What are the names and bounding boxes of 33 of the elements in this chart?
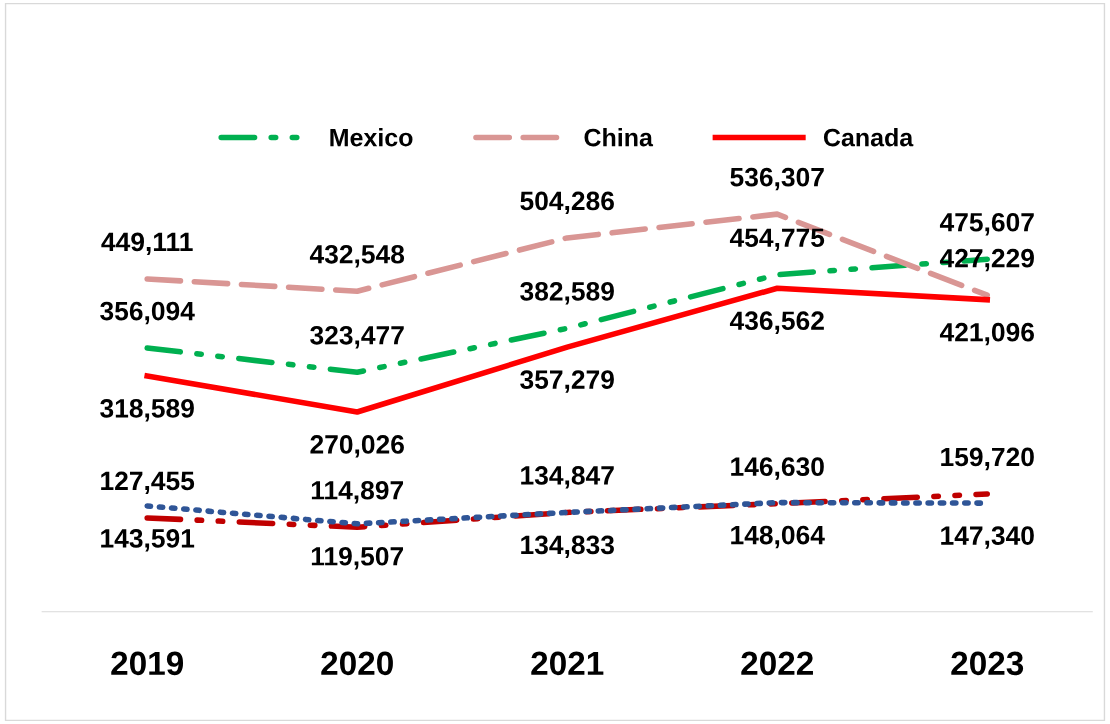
data-label: 146,630 [731, 457, 824, 480]
data-label: 323,477 [310, 325, 404, 349]
data-label: 159,720 [941, 447, 1034, 471]
data-label: 127,455 [101, 471, 195, 495]
data-label: 356,094 [100, 301, 195, 325]
x-tick-label: 2022 [741, 651, 813, 676]
legend-label: China [584, 128, 654, 147]
data-label: 147,340 [941, 526, 1034, 549]
x-tick-label: 2023 [951, 651, 1024, 676]
data-label: 454,775 [729, 228, 825, 251]
data-label: 134,833 [521, 535, 614, 559]
data-label: 436,562 [729, 311, 824, 334]
data-label: 143,591 [101, 529, 195, 552]
data-label: 382,589 [520, 282, 614, 305]
data-label: 148,064 [731, 525, 825, 549]
data-label: 421,096 [939, 322, 1034, 346]
data-label: 357,279 [520, 370, 614, 393]
data-label: 449,111 [101, 232, 193, 256]
data-label: 504,286 [520, 191, 614, 215]
legend-label: Canada [823, 128, 914, 147]
data-label: 427,229 [939, 248, 1034, 272]
data-label: 318,589 [100, 399, 194, 422]
data-label: 432,548 [309, 244, 405, 268]
x-tick-label: 2019 [111, 651, 184, 676]
data-label: 119,507 [311, 546, 404, 570]
data-label: 536,307 [730, 167, 824, 191]
x-tick-label: 2020 [321, 651, 393, 676]
x-tick-label: 2021 [531, 651, 604, 676]
legend-label: Mexico [330, 128, 413, 147]
data-label: 114,897 [311, 480, 404, 504]
data-label: 134,847 [521, 466, 614, 489]
data-label: 475,607 [939, 212, 1034, 236]
data-label: 270,026 [310, 435, 404, 458]
